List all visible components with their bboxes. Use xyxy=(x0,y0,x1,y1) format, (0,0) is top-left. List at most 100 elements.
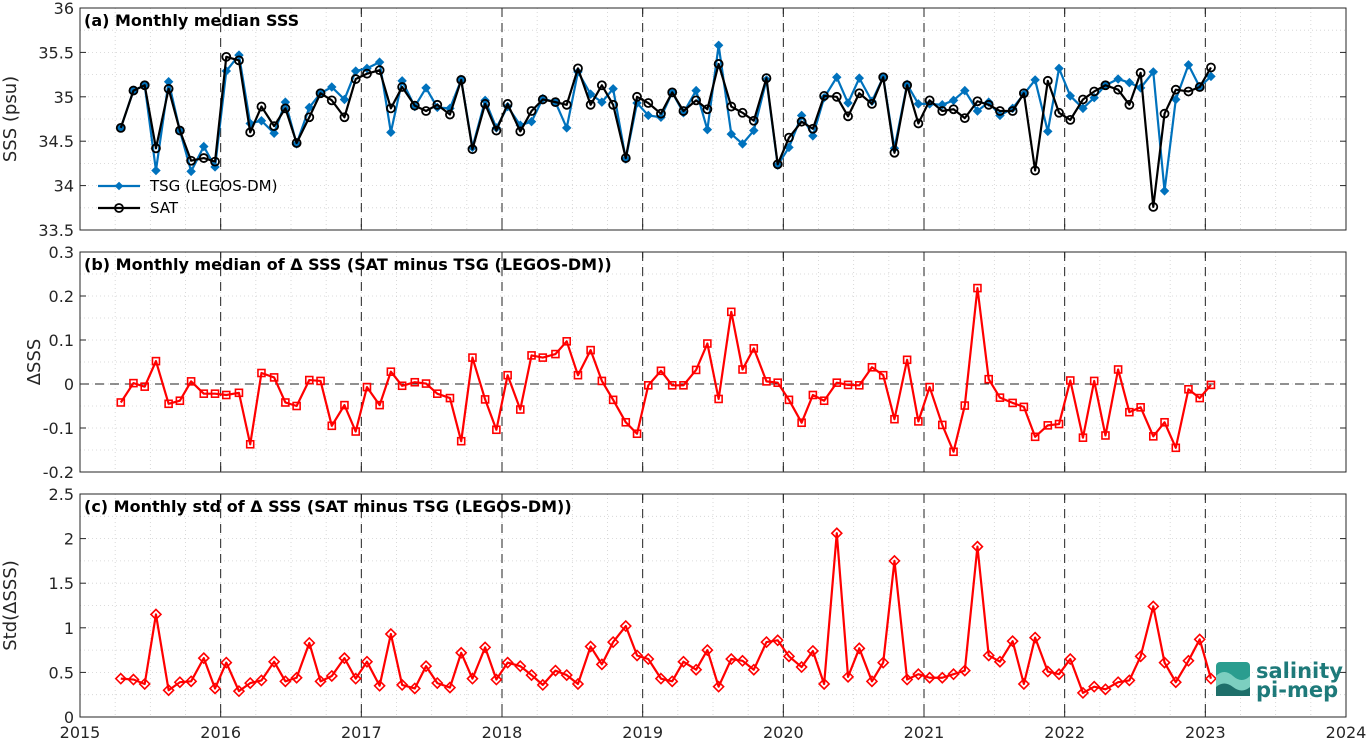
data-point xyxy=(480,99,491,109)
data-point xyxy=(621,417,631,427)
data-point xyxy=(902,355,912,365)
data-point xyxy=(445,393,455,403)
data-point xyxy=(432,99,443,110)
data-point xyxy=(1147,600,1160,613)
data-point xyxy=(409,100,420,111)
data-point xyxy=(280,103,291,114)
legend-marker xyxy=(114,203,124,213)
data-point xyxy=(139,80,150,91)
data-point xyxy=(913,99,924,109)
data-point xyxy=(620,153,631,163)
x-tick-label: 2021 xyxy=(904,723,945,742)
data-point xyxy=(712,680,725,693)
data-point xyxy=(679,381,688,390)
data-point xyxy=(362,68,372,79)
data-point xyxy=(841,670,855,683)
data-point xyxy=(973,283,982,293)
data-point xyxy=(304,102,315,113)
series-line xyxy=(119,55,1212,209)
data-point xyxy=(878,370,888,380)
data-point xyxy=(515,405,525,414)
y-tick-label: -0.2 xyxy=(43,463,74,482)
data-point xyxy=(1065,114,1076,125)
y-tick-label: 0.5 xyxy=(49,663,74,682)
data-point xyxy=(796,116,807,127)
data-point xyxy=(937,420,947,430)
data-point xyxy=(1089,376,1099,386)
data-point xyxy=(1101,431,1110,440)
data-point xyxy=(1159,186,1170,196)
data-point xyxy=(536,678,549,692)
data-point xyxy=(656,108,666,119)
data-point xyxy=(877,656,890,669)
y-tick-label: -0.1 xyxy=(43,419,74,438)
data-point xyxy=(419,660,433,673)
data-point xyxy=(608,395,618,405)
data-point xyxy=(1054,63,1064,74)
data-point xyxy=(199,389,209,398)
data-point xyxy=(666,675,679,688)
data-point xyxy=(1017,677,1031,691)
data-point xyxy=(526,116,537,127)
data-point xyxy=(1125,407,1134,417)
data-point xyxy=(1135,67,1146,78)
data-point xyxy=(491,125,502,136)
data-point xyxy=(914,417,923,426)
axes-box xyxy=(79,7,1347,231)
data-point xyxy=(703,339,712,348)
data-point xyxy=(256,101,267,112)
data-point xyxy=(175,396,185,406)
data-point xyxy=(726,101,737,112)
data-point xyxy=(537,94,548,105)
data-point xyxy=(1052,668,1066,681)
data-point xyxy=(819,396,829,406)
data-point xyxy=(854,381,864,390)
data-point xyxy=(689,663,703,676)
series-line xyxy=(119,286,1212,453)
data-point xyxy=(972,96,983,107)
y-tick-label: 1 xyxy=(64,619,74,638)
data-point xyxy=(713,40,724,51)
data-point xyxy=(948,95,959,106)
data-point xyxy=(492,425,501,435)
data-point xyxy=(234,388,244,398)
data-point xyxy=(760,635,773,649)
data-point xyxy=(608,99,619,110)
data-point xyxy=(327,421,337,431)
data-point xyxy=(480,395,490,404)
data-point xyxy=(995,106,1005,116)
data-point xyxy=(656,366,666,376)
data-point xyxy=(197,651,210,665)
x-tick-label: 2024 xyxy=(1326,723,1367,742)
data-point xyxy=(667,381,677,390)
data-point xyxy=(1041,665,1054,678)
data-point xyxy=(561,123,572,133)
data-point xyxy=(784,142,794,153)
data-point xyxy=(1113,74,1123,84)
data-point xyxy=(162,684,175,697)
data-point xyxy=(890,414,899,424)
data-point xyxy=(630,649,644,662)
logo-line1: salinity xyxy=(1256,659,1343,683)
series-delta xyxy=(116,283,1216,457)
data-point xyxy=(1019,402,1029,412)
data-point xyxy=(725,652,738,666)
data-point xyxy=(1007,106,1018,116)
data-point xyxy=(527,351,536,360)
data-point xyxy=(1169,676,1182,689)
data-point xyxy=(808,131,818,141)
data-point xyxy=(867,362,877,372)
data-point xyxy=(595,658,609,671)
data-point xyxy=(867,99,877,109)
data-point xyxy=(234,55,244,66)
data-point xyxy=(1089,86,1100,97)
data-point xyxy=(761,73,772,84)
y-tick-label: 1.5 xyxy=(49,574,74,593)
data-point xyxy=(550,97,561,108)
data-point xyxy=(560,668,573,682)
data-point xyxy=(677,655,690,668)
data-point xyxy=(456,436,466,446)
data-point xyxy=(514,660,527,673)
data-point xyxy=(737,139,748,149)
data-point xyxy=(304,112,315,123)
